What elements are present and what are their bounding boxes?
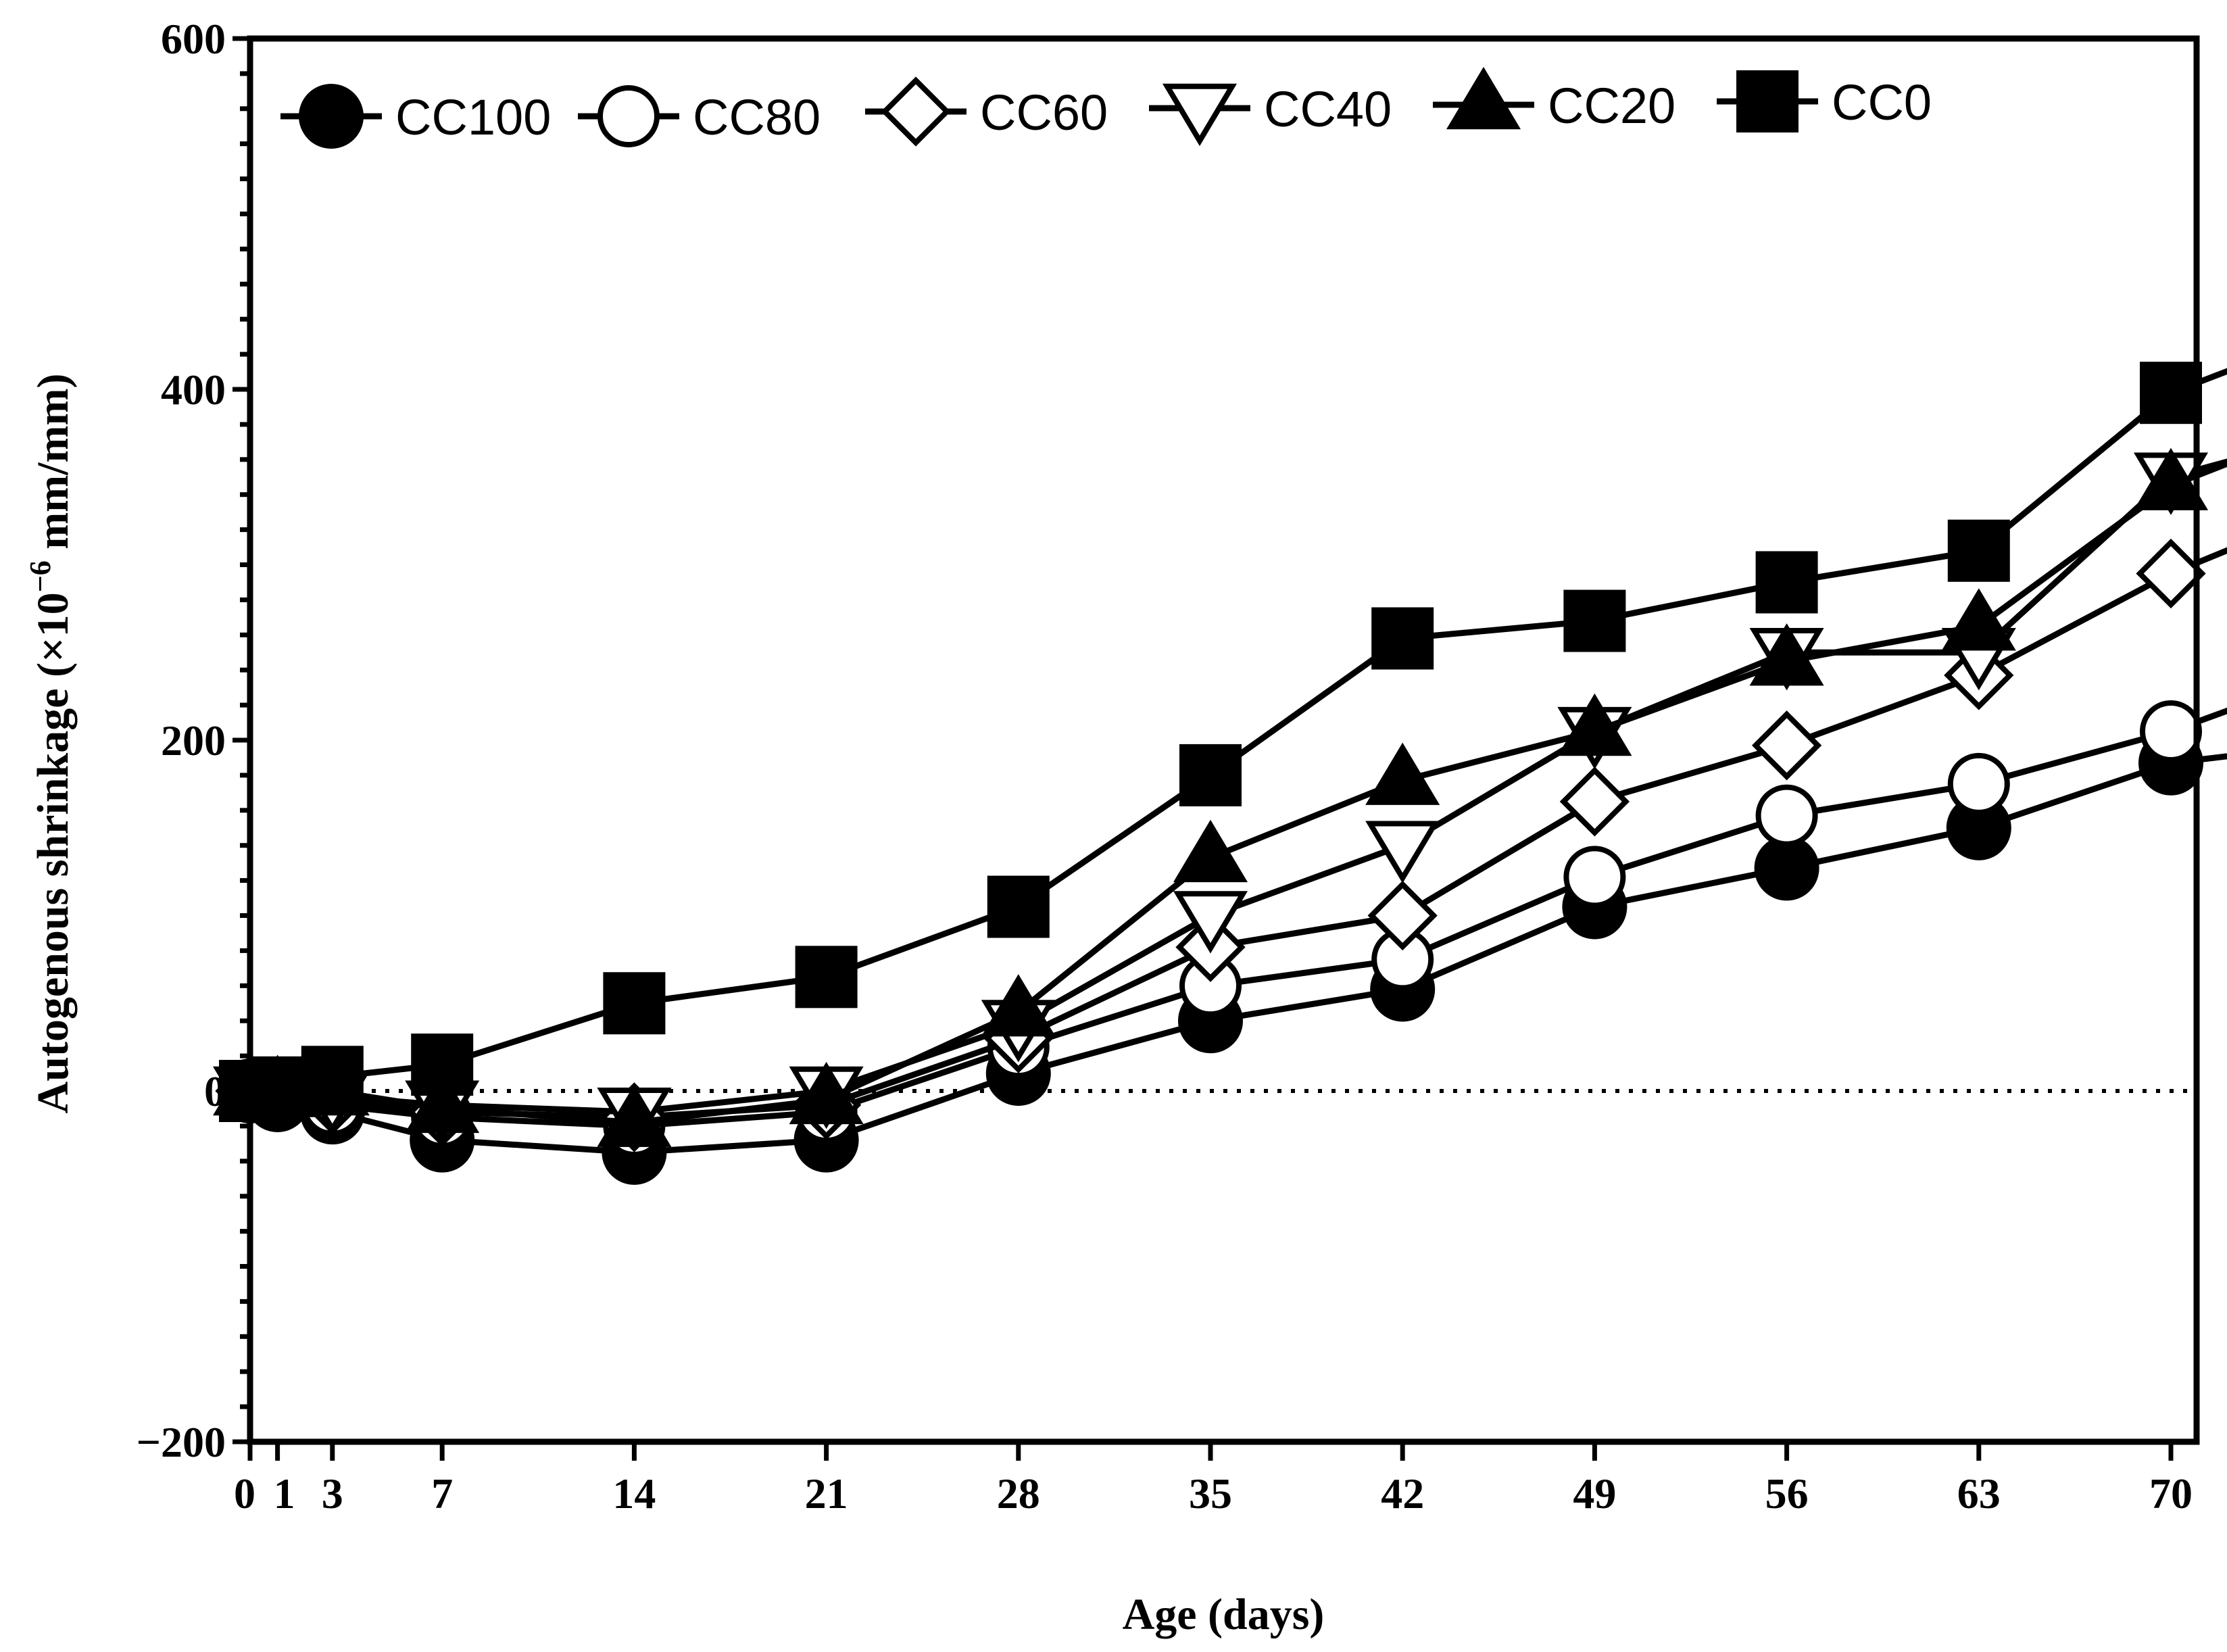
data-point-cc80 (1563, 846, 1626, 908)
x-tick-label: 35 (1189, 1469, 1232, 1517)
x-tick-label: 70 (2149, 1469, 2193, 1517)
data-point-cc60 (1559, 767, 1630, 837)
data-point-cc0 (603, 972, 666, 1035)
data-point-cc60 (2136, 538, 2206, 609)
x-tick-label: 63 (1957, 1469, 2001, 1517)
data-point-cc0 (246, 1056, 309, 1119)
legend-label-cc20: CC20 (1548, 78, 1675, 134)
series-line-cc100 (249, 753, 2227, 1156)
legend-marker-cc100 (299, 84, 364, 149)
legend-label-cc80: CC80 (693, 89, 821, 145)
legend-marker-cc0 (1736, 70, 1798, 132)
data-point-cc60 (1367, 880, 1438, 951)
data-point-cc20 (1365, 742, 1440, 805)
x-tick-label: 7 (431, 1469, 453, 1517)
legend-label-cc60: CC60 (980, 84, 1108, 141)
legend-label-cc0: CC0 (1832, 74, 1932, 130)
data-point-cc20 (2133, 447, 2209, 510)
series-line-cc0 (249, 368, 2227, 1094)
x-tick-label: 14 (612, 1469, 656, 1517)
legend-marker-cc80 (597, 85, 660, 147)
legend-marker-cc20 (1446, 66, 1521, 130)
y-tick-label: 200 (161, 716, 226, 764)
data-point-cc40 (1365, 821, 1440, 883)
x-tick-label: 0 (234, 1469, 255, 1517)
data-point-cc0 (795, 946, 858, 1009)
y-axis-title-unit: mm/mm) (28, 374, 78, 561)
legend-item-cc60: CC60 (865, 76, 1108, 147)
legend-marker-cc40 (1162, 83, 1238, 147)
axis-layer: −200020040060001371421283542495663707784… (137, 15, 2193, 1517)
x-tick-label: 28 (997, 1469, 1040, 1517)
y-axis-title-exponent: −6 (24, 560, 57, 592)
legend-label-cc40: CC40 (1264, 81, 1392, 137)
data-point-cc80 (1947, 752, 2010, 815)
data-point-cc80 (1755, 784, 1818, 847)
legend-item-cc100: CC100 (280, 84, 551, 149)
data-point-cc0 (987, 875, 1050, 938)
y-tick-label: −200 (137, 1418, 226, 1466)
data-point-cc20 (1941, 588, 2016, 651)
y-axis-title-main: Autogenous shrinkage (×10 (28, 592, 78, 1113)
legend-label-cc100: CC100 (395, 89, 551, 145)
y-tick-label: 0 (204, 1067, 226, 1115)
data-point-cc0 (2140, 362, 2202, 424)
data-point-cc0 (1179, 744, 1242, 806)
x-tick-label: 3 (322, 1469, 343, 1517)
x-tick-label: 21 (805, 1469, 848, 1517)
y-tick-label: 600 (161, 15, 226, 63)
data-point-cc20 (597, 1084, 672, 1147)
x-tick-label: 1 (274, 1469, 295, 1517)
legend-item-cc80: CC80 (578, 85, 821, 147)
data-point-cc60 (1751, 710, 1822, 781)
data-point-cc20 (405, 1070, 480, 1134)
data-point-cc20 (1749, 623, 1824, 686)
data-point-cc20 (789, 1061, 864, 1125)
data-point-cc40 (1173, 891, 1248, 954)
data-point-cc0 (301, 1046, 364, 1109)
data-point-cc100 (1754, 835, 1819, 901)
data-point-cc80 (2140, 700, 2202, 763)
x-tick-label: 49 (1573, 1469, 1616, 1517)
data-point-cc0 (1371, 607, 1434, 670)
data-point-cc20 (1557, 693, 1632, 756)
x-tick-label: 42 (1381, 1469, 1424, 1517)
series-line-cc80 (249, 707, 2227, 1129)
legend: CC100 CC80 CC60 CC40 CC20 CC0 (280, 66, 1932, 149)
legend-item-cc0: CC0 (1717, 70, 1932, 132)
series-line-cc60 (249, 547, 2227, 1121)
data-point-cc0 (1947, 519, 2010, 582)
series-line-cc20 (249, 460, 2227, 1126)
data-point-cc0 (411, 1034, 474, 1096)
plot-frame (247, 35, 2200, 1445)
legend-item-cc20: CC20 (1433, 66, 1675, 134)
x-axis-title: Age (days) (1123, 1590, 1325, 1639)
x-tick-label: 56 (1765, 1469, 1809, 1517)
legend-item-cc40: CC40 (1149, 81, 1392, 147)
data-point-cc20 (981, 974, 1056, 1037)
data-point-cc20 (1173, 819, 1248, 883)
legend-marker-cc60 (881, 76, 951, 147)
data-point-cc0 (1755, 551, 1818, 614)
series-layer (212, 362, 2227, 1185)
data-point-cc0 (1563, 589, 1626, 652)
y-axis-title: Autogenous shrinkage (×10−6 mm/mm) (24, 374, 78, 1114)
y-tick-label: 400 (161, 366, 226, 414)
